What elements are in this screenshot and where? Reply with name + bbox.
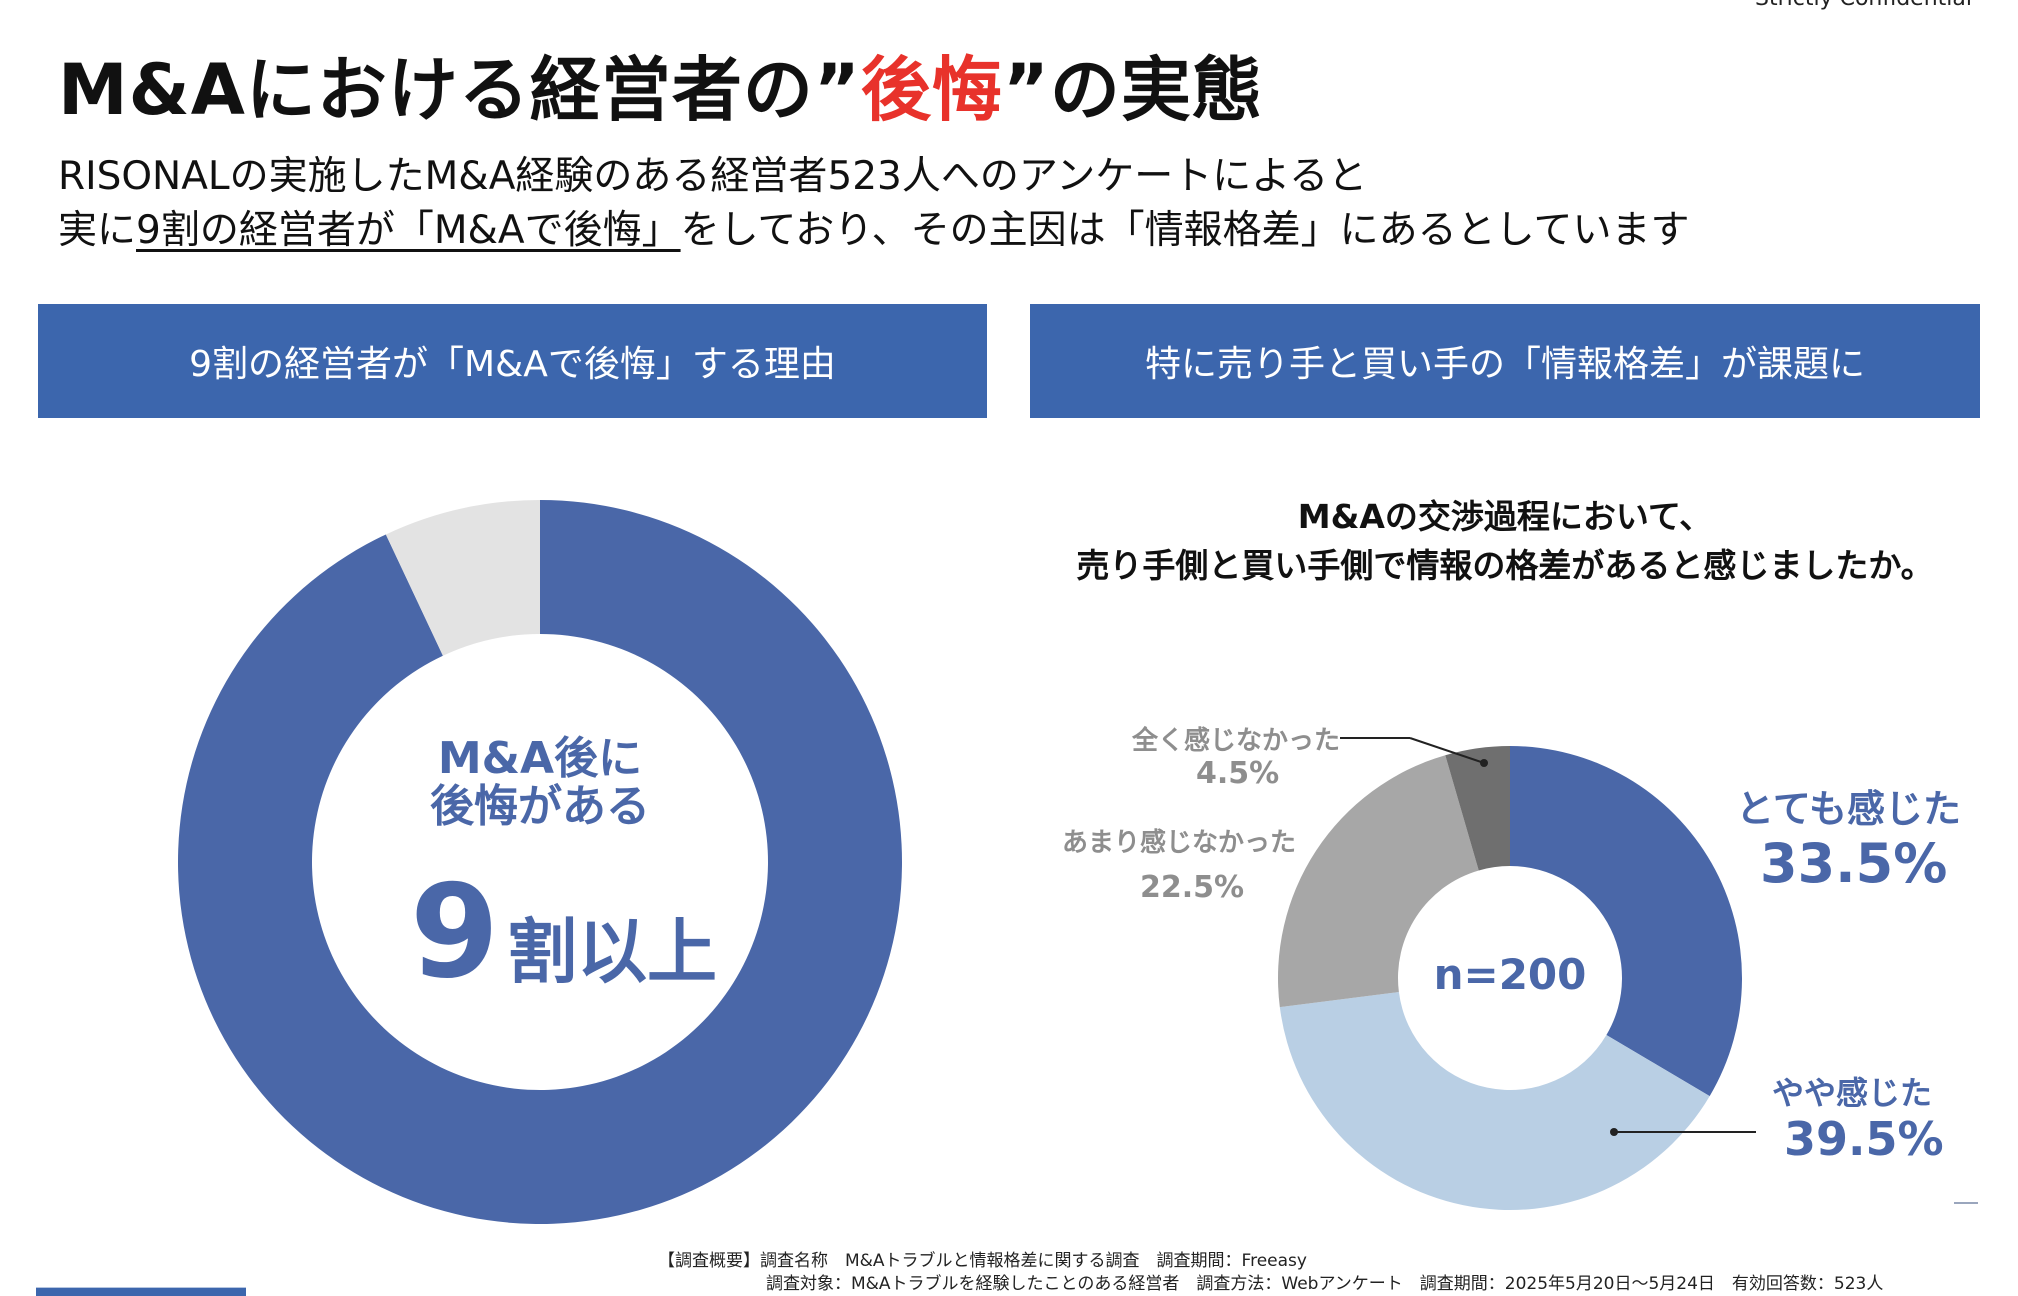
slice-label-not-at-all: 全く感じなかった bbox=[1132, 726, 1341, 756]
donut-caption-line-2: 後悔がある bbox=[430, 781, 650, 832]
regret-donut-slice-1 bbox=[385, 500, 540, 656]
info-gap-donut-chart bbox=[1278, 745, 1742, 1210]
big-stat-number: 9 bbox=[410, 858, 500, 1007]
brand-logo-partial bbox=[36, 1287, 246, 1296]
slice-value-very: 33.5% bbox=[1760, 832, 1948, 895]
slice-label-very: とても感じた bbox=[1736, 787, 1961, 831]
summary: RISONALの実施したM&A経験のある経営者523人へのアンケートによると 実… bbox=[58, 150, 1690, 258]
question-line-2: 売り手側と買い手側で情報の格差があると感じましたか。 bbox=[1076, 546, 1934, 585]
slice-value-not-at-all: 4.5% bbox=[1196, 756, 1280, 791]
leader-dot-none bbox=[1480, 759, 1488, 767]
survey-footnote: 【調査概要】調査名称 M&Aトラブルと情報格差に関する調査 調査期間：Freea… bbox=[658, 1250, 1883, 1296]
summary-line-2-suffix: をしており、その主因は「情報格差」にあるとしています bbox=[680, 208, 1690, 253]
label-leaders bbox=[1340, 737, 1756, 1136]
title-text-after: ”の実態 bbox=[1002, 49, 1263, 131]
info-gap-donut-slice-1 bbox=[1279, 992, 1710, 1210]
leader-dot-some bbox=[1610, 1128, 1618, 1136]
slice-value-somewhat: 39.5% bbox=[1784, 1112, 1944, 1166]
title-accent: 後悔 bbox=[860, 49, 1003, 131]
info-gap-donut-slice-2 bbox=[1278, 755, 1479, 1008]
footnote-line-2: 調査対象：M&Aトラブルを経験したことのある経営者 調査方法：Webアンケート … bbox=[766, 1274, 1884, 1294]
big-stat-unit: 割以上 bbox=[507, 911, 718, 993]
regret-donut-chart bbox=[178, 500, 903, 1225]
leader-line-none-diag bbox=[1409, 737, 1485, 764]
page-title: M&Aにおける経営者の”後悔”の実態 bbox=[58, 34, 1263, 135]
survey-question: M&Aの交渉過程において、 売り手側と買い手側で情報の格差があると感じましたか。 bbox=[1030, 492, 1980, 590]
regret-donut-slice-0 bbox=[178, 500, 903, 1225]
summary-line-2: 実に9割の経営者が「M&Aで後悔」をしており、その主因は「情報格差」にあるとして… bbox=[58, 204, 1690, 258]
slice-label-somewhat: やや感じた bbox=[1772, 1074, 1933, 1112]
summary-line-2-prefix: 実に bbox=[58, 208, 137, 253]
footnote-line-1: 【調査概要】調査名称 M&Aトラブルと情報格差に関する調査 調査期間：Freea… bbox=[658, 1251, 1307, 1271]
big-stat: 9 割以上 bbox=[410, 858, 717, 1007]
summary-highlight: 9割の経営者が「M&Aで後悔」 bbox=[136, 208, 681, 253]
info-gap-donut-slice-3 bbox=[1445, 745, 1510, 871]
sample-size-label: n=200 bbox=[1433, 950, 1587, 999]
question-line-1: M&Aの交渉過程において、 bbox=[1297, 497, 1713, 536]
slice-label-not-much: あまり感じなかった bbox=[1062, 828, 1297, 858]
right-section-header: 特に売り手と買い手の「情報格差」が課題に bbox=[1030, 304, 1980, 418]
corner-mark bbox=[1954, 1202, 1978, 1204]
title-text-before: M&Aにおける経営者の” bbox=[58, 49, 861, 131]
confidential-label: Strictly Confidential bbox=[1755, 0, 1972, 11]
info-gap-donut-slice-0 bbox=[1510, 746, 1742, 1097]
slice-value-not-much: 22.5% bbox=[1140, 870, 1245, 905]
summary-line-1: RISONALの実施したM&A経験のある経営者523人へのアンケートによると bbox=[58, 154, 1368, 199]
left-section-header: 9割の経営者が「M&Aで後悔」する理由 bbox=[38, 304, 987, 418]
donut-caption-line-1: M&A後に bbox=[437, 733, 643, 784]
